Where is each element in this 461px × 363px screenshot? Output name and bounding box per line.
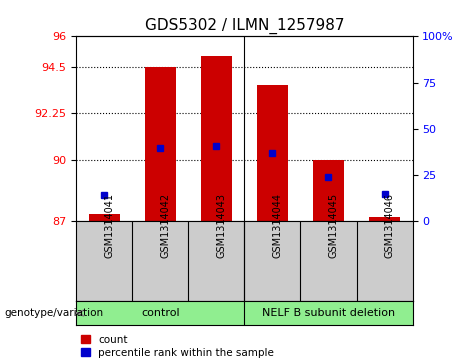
Text: genotype/variation: genotype/variation <box>5 308 104 318</box>
Text: GSM1314042: GSM1314042 <box>160 193 170 258</box>
Bar <box>369 217 400 221</box>
Text: GSM1314046: GSM1314046 <box>384 193 395 258</box>
Title: GDS5302 / ILMN_1257987: GDS5302 / ILMN_1257987 <box>145 17 344 33</box>
Legend: count, percentile rank within the sample: count, percentile rank within the sample <box>81 335 274 358</box>
Text: NELF B subunit deletion: NELF B subunit deletion <box>262 308 395 318</box>
Bar <box>313 160 344 221</box>
Bar <box>257 85 288 221</box>
Text: control: control <box>141 308 179 318</box>
Bar <box>89 213 119 221</box>
Text: GSM1314043: GSM1314043 <box>216 193 226 258</box>
Text: GSM1314045: GSM1314045 <box>328 193 338 258</box>
Text: GSM1314041: GSM1314041 <box>104 193 114 258</box>
Bar <box>145 67 176 221</box>
Bar <box>201 56 232 221</box>
Text: GSM1314044: GSM1314044 <box>272 193 283 258</box>
